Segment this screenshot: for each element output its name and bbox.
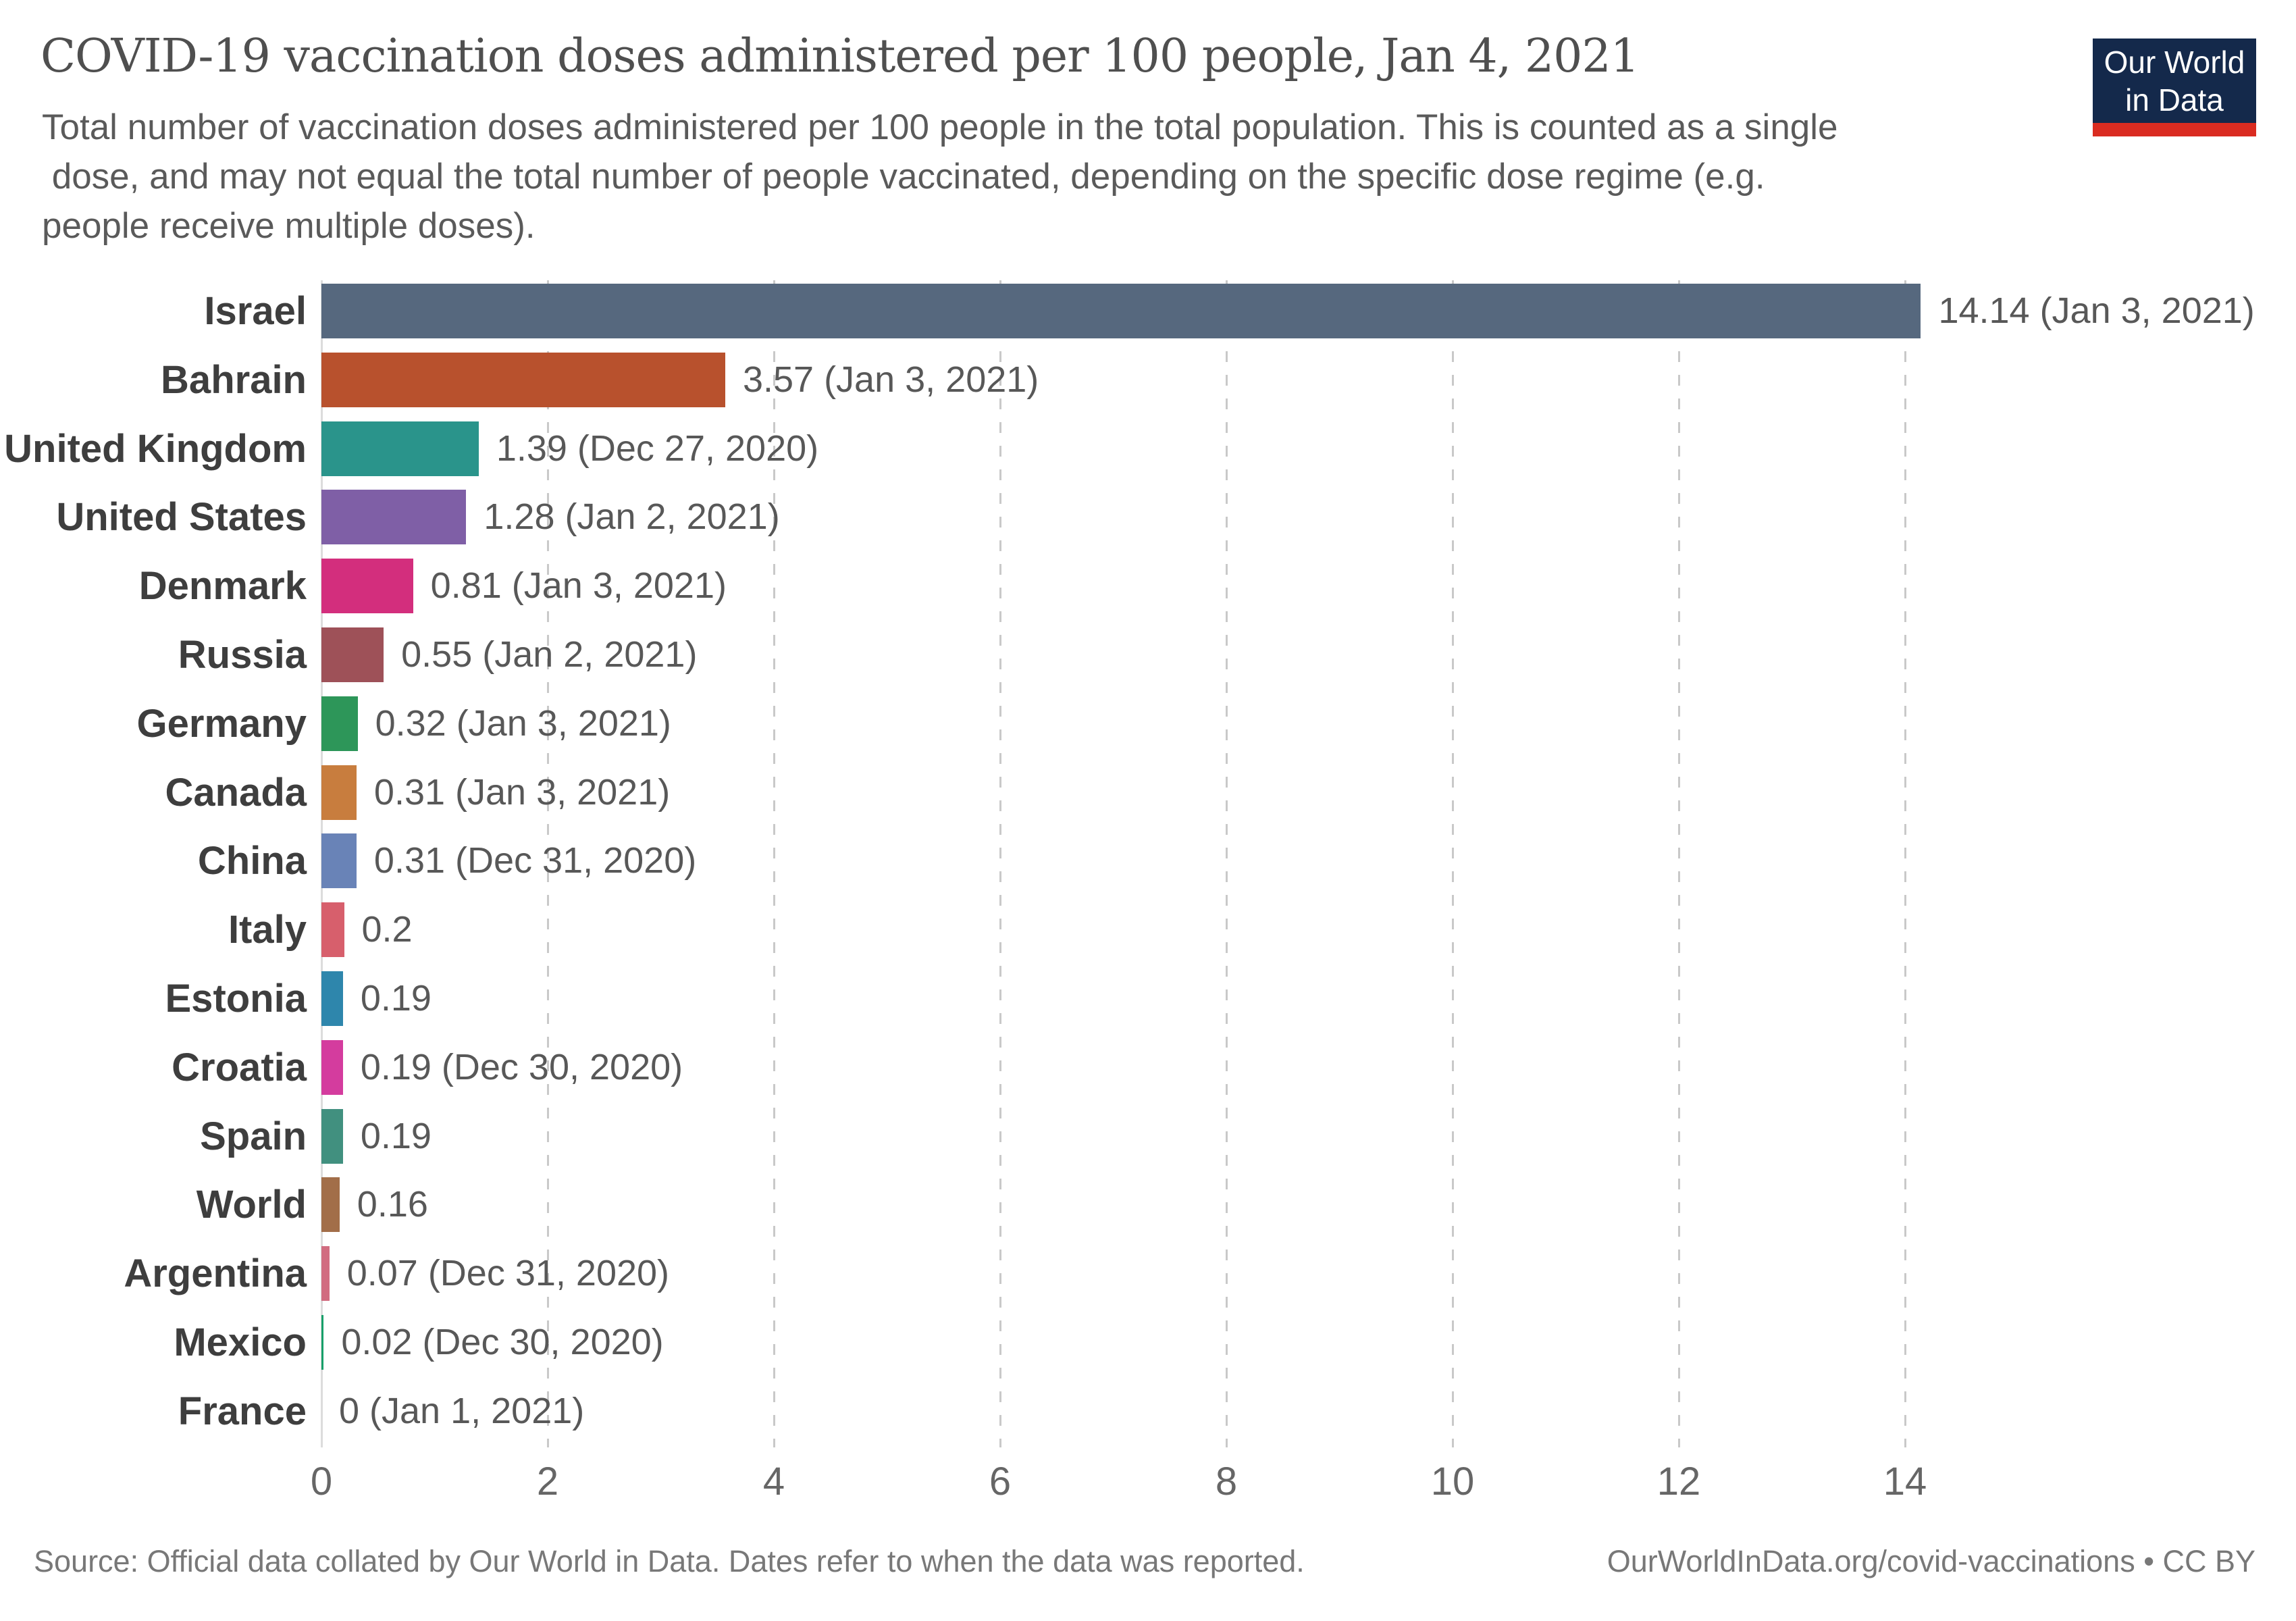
owid-logo-red-stripe <box>2093 123 2256 136</box>
bar <box>321 902 344 958</box>
gridline <box>1677 280 1680 1447</box>
value-label: 0.2 <box>361 909 413 950</box>
country-label: Germany <box>136 701 307 746</box>
tick-label: 8 <box>1215 1460 1238 1503</box>
value-label: 1.28 (Jan 2, 2021) <box>484 496 780 538</box>
bar <box>321 833 357 889</box>
gridline <box>1451 280 1454 1447</box>
value-label: 0.07 (Dec 31, 2020) <box>346 1253 670 1294</box>
bar-row: China 0.31 (Dec 31, 2020) <box>0 833 2296 889</box>
country-label: Spain <box>200 1114 307 1158</box>
value-label: 0 (Jan 1, 2021) <box>339 1390 585 1431</box>
bar <box>321 627 384 682</box>
country-label: China <box>197 839 307 883</box>
tick-label: 0 <box>310 1460 333 1503</box>
bar <box>321 1039 343 1095</box>
bar-row: Argentina 0.07 (Dec 31, 2020) <box>0 1246 2296 1302</box>
tick-label: 10 <box>1430 1460 1475 1503</box>
value-label: 14.14 (Jan 3, 2021) <box>1938 290 2255 331</box>
tick-label: 6 <box>989 1460 1012 1503</box>
value-label: 0.31 (Dec 31, 2020) <box>373 840 697 881</box>
country-label: Argentina <box>124 1252 307 1296</box>
bar <box>321 971 343 1026</box>
tick-label: 4 <box>762 1460 785 1503</box>
bar <box>321 1315 324 1370</box>
value-label: 1.39 (Dec 27, 2020) <box>496 428 819 469</box>
value-label: 0.81 (Jan 3, 2021) <box>430 565 727 607</box>
bar-row: Croatia 0.19 (Dec 30, 2020) <box>0 1039 2296 1095</box>
gridline <box>773 280 775 1447</box>
country-label: United States <box>56 495 307 540</box>
country-label: Italy <box>228 908 307 952</box>
country-label: Israel <box>204 289 307 333</box>
bar-row: Germany 0.32 (Jan 3, 2021) <box>0 696 2296 751</box>
tick-label: 2 <box>536 1460 559 1503</box>
bar <box>321 284 1921 338</box>
bar-row: Bahrain 3.57 (Jan 3, 2021) <box>0 352 2296 407</box>
country-label: Canada <box>165 770 307 815</box>
bar-row: World 0.16 <box>0 1177 2296 1233</box>
country-label: World <box>196 1183 307 1227</box>
country-label: United Kingdom <box>4 426 307 471</box>
owid-logo-background: Our World in Data <box>2093 38 2256 123</box>
bar <box>321 1108 343 1164</box>
bar-row: Italy 0.2 <box>0 902 2296 958</box>
bar <box>321 1177 340 1233</box>
country-label: France <box>178 1389 307 1433</box>
country-label: Mexico <box>174 1320 307 1364</box>
bar <box>321 352 725 407</box>
bar <box>321 696 358 751</box>
bar-row: Spain 0.19 <box>0 1108 2296 1164</box>
bar-row: Denmark 0.81 (Jan 3, 2021) <box>0 559 2296 614</box>
value-label: 0.32 (Jan 3, 2021) <box>375 702 671 744</box>
footer-link[interactable]: OurWorldInData.org/covid-vaccinations • … <box>1607 1544 2255 1578</box>
value-label: 0.16 <box>357 1184 428 1225</box>
gridline <box>1904 280 1906 1447</box>
bar <box>321 559 413 614</box>
country-label: Russia <box>178 633 307 677</box>
chart-subtitle: Total number of vaccination doses admini… <box>42 107 1838 246</box>
bar-row: Russia 0.55 (Jan 2, 2021) <box>0 627 2296 682</box>
bar-row: France 0 (Jan 1, 2021) <box>0 1384 2296 1439</box>
value-label: 0.19 <box>360 978 432 1019</box>
bar <box>321 765 357 820</box>
bar-row: United States 1.28 (Jan 2, 2021) <box>0 490 2296 545</box>
value-label: 0.31 (Jan 3, 2021) <box>373 771 671 813</box>
source-note: Source: Official data collated by Our Wo… <box>34 1544 1305 1578</box>
value-label: 0.19 <box>360 1115 432 1156</box>
gridline <box>546 280 549 1447</box>
bar-row: United Kingdom 1.39 (Dec 27, 2020) <box>0 421 2296 476</box>
tick-label: 12 <box>1656 1460 1701 1503</box>
gridline <box>999 280 1001 1447</box>
tick-label: 14 <box>1883 1460 1927 1503</box>
country-label: Denmark <box>138 564 307 609</box>
value-label: 3.57 (Jan 3, 2021) <box>742 359 1039 400</box>
owid-logo-line1: Our World <box>2104 44 2245 80</box>
country-label: Croatia <box>172 1045 307 1089</box>
owid-logo: Our World in Data <box>2093 38 2256 136</box>
gridline <box>1225 280 1228 1447</box>
country-label: Estonia <box>165 977 307 1021</box>
bar <box>321 421 479 476</box>
bar-row: Israel 14.14 (Jan 3, 2021) <box>0 284 2296 338</box>
value-label: 0.19 (Dec 30, 2020) <box>360 1046 683 1087</box>
bar-row: Estonia 0.19 <box>0 971 2296 1026</box>
bar <box>321 1246 330 1302</box>
value-label: 0.02 (Dec 30, 2020) <box>341 1322 664 1362</box>
country-label: Bahrain <box>161 357 307 402</box>
bar <box>321 490 467 545</box>
value-label: 0.55 (Jan 2, 2021) <box>401 634 698 675</box>
owid-logo-line2: in Data <box>2125 82 2224 118</box>
page-title: COVID-19 vaccination doses administered … <box>41 30 1640 83</box>
bar-row: Mexico 0.02 (Dec 30, 2020) <box>0 1315 2296 1370</box>
bar-row: Canada 0.31 (Jan 3, 2021) <box>0 765 2296 820</box>
